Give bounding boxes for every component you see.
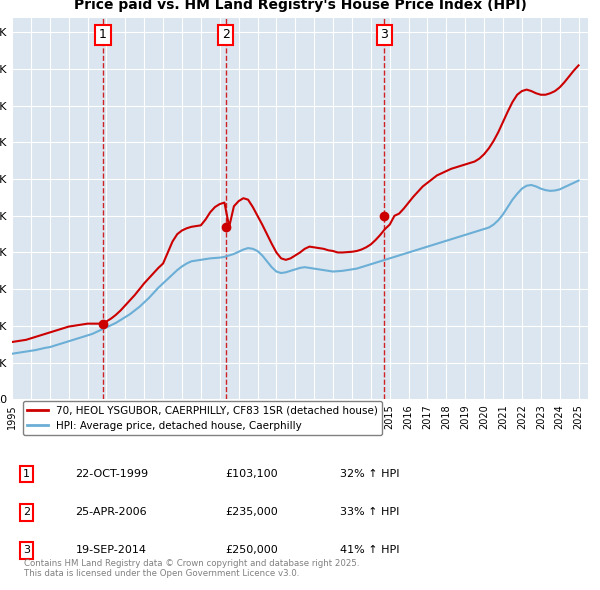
Text: £250,000: £250,000 bbox=[225, 545, 278, 555]
Text: £103,100: £103,100 bbox=[225, 469, 278, 479]
Text: 1: 1 bbox=[99, 28, 107, 41]
Text: 19-SEP-2014: 19-SEP-2014 bbox=[76, 545, 146, 555]
Text: 33% ↑ HPI: 33% ↑ HPI bbox=[340, 507, 400, 517]
Legend: 70, HEOL YSGUBOR, CAERPHILLY, CF83 1SR (detached house), HPI: Average price, det: 70, HEOL YSGUBOR, CAERPHILLY, CF83 1SR (… bbox=[23, 401, 382, 435]
Text: 25-APR-2006: 25-APR-2006 bbox=[76, 507, 147, 517]
Text: £235,000: £235,000 bbox=[225, 507, 278, 517]
Text: 1: 1 bbox=[23, 469, 30, 479]
Title: 70, HEOL YSGUBOR, CAERPHILLY, CF83 1SR
Price paid vs. HM Land Registry's House P: 70, HEOL YSGUBOR, CAERPHILLY, CF83 1SR P… bbox=[74, 0, 526, 12]
Text: 3: 3 bbox=[23, 545, 30, 555]
Text: 22-OCT-1999: 22-OCT-1999 bbox=[76, 469, 148, 479]
Text: 3: 3 bbox=[380, 28, 388, 41]
Text: 2: 2 bbox=[222, 28, 230, 41]
Text: 32% ↑ HPI: 32% ↑ HPI bbox=[340, 469, 400, 479]
Text: Contains HM Land Registry data © Crown copyright and database right 2025.
This d: Contains HM Land Registry data © Crown c… bbox=[23, 559, 359, 578]
Text: 2: 2 bbox=[23, 507, 30, 517]
Text: 41% ↑ HPI: 41% ↑ HPI bbox=[340, 545, 400, 555]
